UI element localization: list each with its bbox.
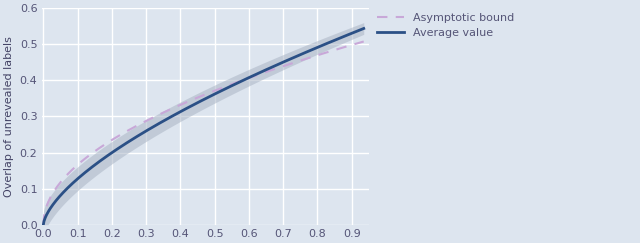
Asymptotic bound xyxy=(302,57,310,60)
Average value xyxy=(191,102,199,105)
Average value xyxy=(40,223,47,226)
Average value xyxy=(194,101,202,104)
Y-axis label: Overlap of unrevealed labels: Overlap of unrevealed labels xyxy=(4,36,14,197)
Average value xyxy=(230,83,238,86)
Average value xyxy=(302,51,310,54)
Asymptotic bound xyxy=(230,82,238,85)
Asymptotic bound xyxy=(194,96,202,99)
Line: Asymptotic bound: Asymptotic bound xyxy=(44,42,364,225)
Average value xyxy=(213,92,221,95)
Average value xyxy=(352,30,360,33)
Asymptotic bound xyxy=(360,40,367,43)
Asymptotic bound xyxy=(191,97,199,100)
Asymptotic bound xyxy=(40,223,47,226)
Asymptotic bound xyxy=(213,88,221,91)
Average value xyxy=(360,27,367,30)
Legend: Asymptotic bound, Average value: Asymptotic bound, Average value xyxy=(372,8,519,43)
Line: Average value: Average value xyxy=(44,28,364,225)
Asymptotic bound xyxy=(352,42,360,45)
